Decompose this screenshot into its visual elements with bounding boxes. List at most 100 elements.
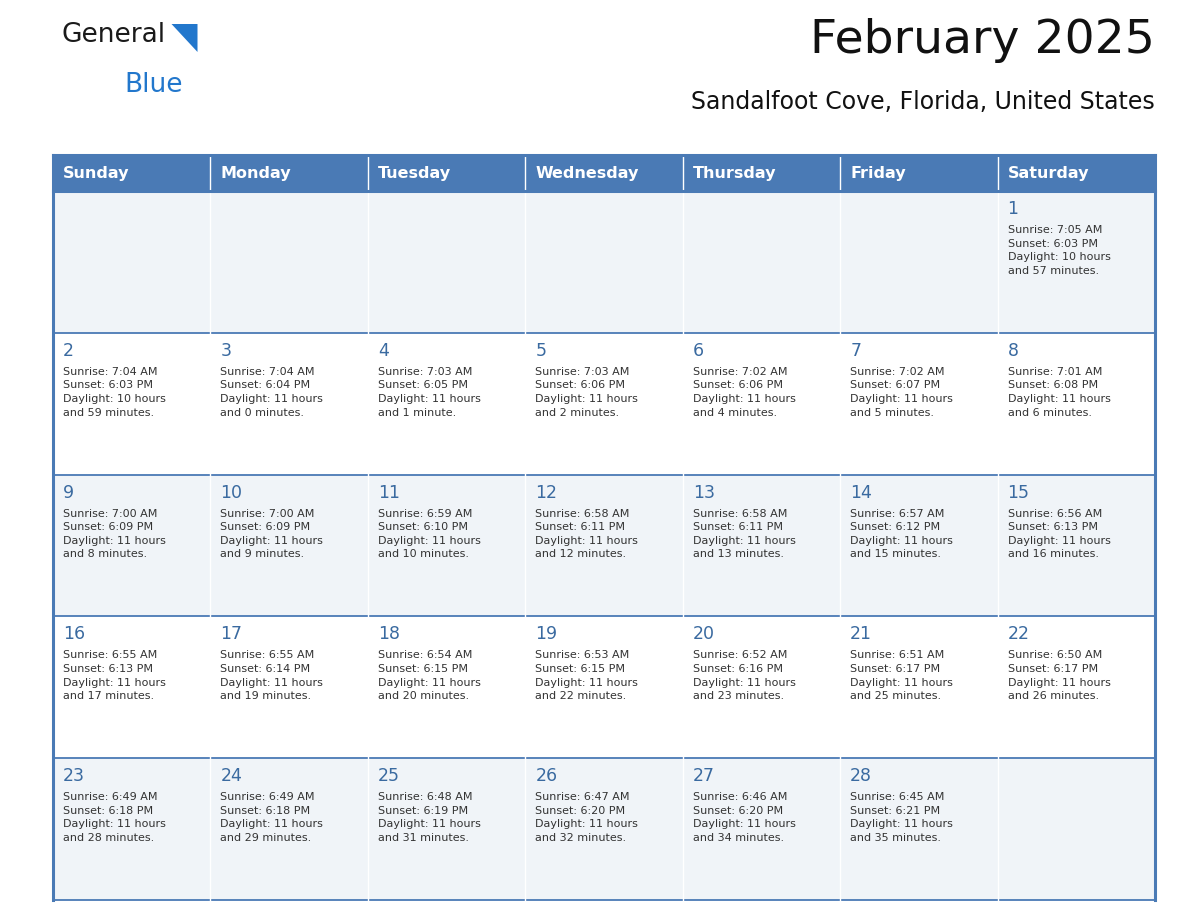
- FancyBboxPatch shape: [683, 475, 840, 616]
- Text: 7: 7: [851, 341, 861, 360]
- Text: Blue: Blue: [124, 72, 183, 98]
- FancyBboxPatch shape: [525, 191, 683, 333]
- FancyBboxPatch shape: [683, 191, 840, 333]
- Text: Sunrise: 6:58 AM
Sunset: 6:11 PM
Daylight: 11 hours
and 13 minutes.: Sunrise: 6:58 AM Sunset: 6:11 PM Dayligh…: [693, 509, 796, 559]
- Text: Sunrise: 6:47 AM
Sunset: 6:20 PM
Daylight: 11 hours
and 32 minutes.: Sunrise: 6:47 AM Sunset: 6:20 PM Dayligh…: [536, 792, 638, 843]
- Text: Saturday: Saturday: [1007, 165, 1089, 181]
- Text: Sunrise: 6:55 AM
Sunset: 6:14 PM
Daylight: 11 hours
and 19 minutes.: Sunrise: 6:55 AM Sunset: 6:14 PM Dayligh…: [221, 650, 323, 701]
- FancyBboxPatch shape: [525, 475, 683, 616]
- Text: Sunday: Sunday: [63, 165, 129, 181]
- FancyBboxPatch shape: [525, 616, 683, 758]
- Text: 6: 6: [693, 341, 703, 360]
- Text: Sunrise: 7:02 AM
Sunset: 6:06 PM
Daylight: 11 hours
and 4 minutes.: Sunrise: 7:02 AM Sunset: 6:06 PM Dayligh…: [693, 367, 796, 418]
- Text: Sunrise: 6:54 AM
Sunset: 6:15 PM
Daylight: 11 hours
and 20 minutes.: Sunrise: 6:54 AM Sunset: 6:15 PM Dayligh…: [378, 650, 481, 701]
- FancyBboxPatch shape: [210, 758, 368, 900]
- FancyBboxPatch shape: [998, 191, 1155, 333]
- Text: Sunrise: 7:04 AM
Sunset: 6:04 PM
Daylight: 11 hours
and 0 minutes.: Sunrise: 7:04 AM Sunset: 6:04 PM Dayligh…: [221, 367, 323, 418]
- Text: Sunrise: 7:04 AM
Sunset: 6:03 PM
Daylight: 10 hours
and 59 minutes.: Sunrise: 7:04 AM Sunset: 6:03 PM Dayligh…: [63, 367, 166, 418]
- Text: 9: 9: [63, 484, 74, 501]
- Text: Sunrise: 7:03 AM
Sunset: 6:05 PM
Daylight: 11 hours
and 1 minute.: Sunrise: 7:03 AM Sunset: 6:05 PM Dayligh…: [378, 367, 481, 418]
- FancyBboxPatch shape: [683, 616, 840, 758]
- Text: 11: 11: [378, 484, 400, 501]
- FancyBboxPatch shape: [525, 155, 683, 191]
- FancyBboxPatch shape: [53, 475, 210, 616]
- FancyBboxPatch shape: [998, 616, 1155, 758]
- Text: 20: 20: [693, 625, 715, 644]
- FancyBboxPatch shape: [840, 616, 998, 758]
- Text: Sunrise: 6:50 AM
Sunset: 6:17 PM
Daylight: 11 hours
and 26 minutes.: Sunrise: 6:50 AM Sunset: 6:17 PM Dayligh…: [1007, 650, 1111, 701]
- FancyBboxPatch shape: [998, 758, 1155, 900]
- FancyBboxPatch shape: [53, 616, 210, 758]
- FancyBboxPatch shape: [998, 333, 1155, 475]
- Text: Sunrise: 7:01 AM
Sunset: 6:08 PM
Daylight: 11 hours
and 6 minutes.: Sunrise: 7:01 AM Sunset: 6:08 PM Dayligh…: [1007, 367, 1111, 418]
- Text: 10: 10: [221, 484, 242, 501]
- Text: Sunrise: 6:58 AM
Sunset: 6:11 PM
Daylight: 11 hours
and 12 minutes.: Sunrise: 6:58 AM Sunset: 6:11 PM Dayligh…: [536, 509, 638, 559]
- Text: Sunrise: 6:55 AM
Sunset: 6:13 PM
Daylight: 11 hours
and 17 minutes.: Sunrise: 6:55 AM Sunset: 6:13 PM Dayligh…: [63, 650, 166, 701]
- FancyBboxPatch shape: [683, 758, 840, 900]
- Text: 4: 4: [378, 341, 388, 360]
- FancyBboxPatch shape: [368, 475, 525, 616]
- Text: Sunrise: 6:52 AM
Sunset: 6:16 PM
Daylight: 11 hours
and 23 minutes.: Sunrise: 6:52 AM Sunset: 6:16 PM Dayligh…: [693, 650, 796, 701]
- Text: 12: 12: [536, 484, 557, 501]
- Text: 23: 23: [63, 767, 86, 785]
- Text: 28: 28: [851, 767, 872, 785]
- FancyBboxPatch shape: [210, 191, 368, 333]
- Text: 14: 14: [851, 484, 872, 501]
- Text: Sunrise: 6:45 AM
Sunset: 6:21 PM
Daylight: 11 hours
and 35 minutes.: Sunrise: 6:45 AM Sunset: 6:21 PM Dayligh…: [851, 792, 953, 843]
- Text: Sunrise: 6:48 AM
Sunset: 6:19 PM
Daylight: 11 hours
and 31 minutes.: Sunrise: 6:48 AM Sunset: 6:19 PM Dayligh…: [378, 792, 481, 843]
- FancyBboxPatch shape: [368, 333, 525, 475]
- Text: 24: 24: [221, 767, 242, 785]
- FancyBboxPatch shape: [525, 333, 683, 475]
- Text: 21: 21: [851, 625, 872, 644]
- Text: Sunrise: 6:51 AM
Sunset: 6:17 PM
Daylight: 11 hours
and 25 minutes.: Sunrise: 6:51 AM Sunset: 6:17 PM Dayligh…: [851, 650, 953, 701]
- FancyBboxPatch shape: [840, 155, 998, 191]
- FancyBboxPatch shape: [683, 333, 840, 475]
- Text: 15: 15: [1007, 484, 1030, 501]
- Text: Sunrise: 7:00 AM
Sunset: 6:09 PM
Daylight: 11 hours
and 9 minutes.: Sunrise: 7:00 AM Sunset: 6:09 PM Dayligh…: [221, 509, 323, 559]
- Text: Sunrise: 6:53 AM
Sunset: 6:15 PM
Daylight: 11 hours
and 22 minutes.: Sunrise: 6:53 AM Sunset: 6:15 PM Dayligh…: [536, 650, 638, 701]
- FancyBboxPatch shape: [368, 191, 525, 333]
- Text: Sunrise: 7:02 AM
Sunset: 6:07 PM
Daylight: 11 hours
and 5 minutes.: Sunrise: 7:02 AM Sunset: 6:07 PM Dayligh…: [851, 367, 953, 418]
- FancyBboxPatch shape: [53, 191, 210, 333]
- FancyBboxPatch shape: [53, 333, 210, 475]
- Text: Wednesday: Wednesday: [536, 165, 639, 181]
- FancyBboxPatch shape: [998, 475, 1155, 616]
- Text: Sunrise: 6:59 AM
Sunset: 6:10 PM
Daylight: 11 hours
and 10 minutes.: Sunrise: 6:59 AM Sunset: 6:10 PM Dayligh…: [378, 509, 481, 559]
- Text: Sunrise: 7:03 AM
Sunset: 6:06 PM
Daylight: 11 hours
and 2 minutes.: Sunrise: 7:03 AM Sunset: 6:06 PM Dayligh…: [536, 367, 638, 418]
- FancyBboxPatch shape: [368, 616, 525, 758]
- FancyBboxPatch shape: [210, 475, 368, 616]
- FancyBboxPatch shape: [53, 155, 210, 191]
- FancyBboxPatch shape: [840, 475, 998, 616]
- Text: 8: 8: [1007, 341, 1018, 360]
- Text: 2: 2: [63, 341, 74, 360]
- Text: Sunrise: 6:57 AM
Sunset: 6:12 PM
Daylight: 11 hours
and 15 minutes.: Sunrise: 6:57 AM Sunset: 6:12 PM Dayligh…: [851, 509, 953, 559]
- FancyBboxPatch shape: [840, 191, 998, 333]
- FancyBboxPatch shape: [368, 758, 525, 900]
- Text: Sunrise: 6:46 AM
Sunset: 6:20 PM
Daylight: 11 hours
and 34 minutes.: Sunrise: 6:46 AM Sunset: 6:20 PM Dayligh…: [693, 792, 796, 843]
- Text: 17: 17: [221, 625, 242, 644]
- Text: Thursday: Thursday: [693, 165, 776, 181]
- FancyBboxPatch shape: [210, 616, 368, 758]
- Text: 26: 26: [536, 767, 557, 785]
- Text: Sunrise: 7:00 AM
Sunset: 6:09 PM
Daylight: 11 hours
and 8 minutes.: Sunrise: 7:00 AM Sunset: 6:09 PM Dayligh…: [63, 509, 166, 559]
- Text: 13: 13: [693, 484, 715, 501]
- FancyBboxPatch shape: [53, 758, 210, 900]
- Text: 22: 22: [1007, 625, 1030, 644]
- FancyBboxPatch shape: [840, 758, 998, 900]
- Text: 1: 1: [1007, 200, 1018, 218]
- Text: 18: 18: [378, 625, 400, 644]
- Text: 27: 27: [693, 767, 715, 785]
- Text: 16: 16: [63, 625, 86, 644]
- Text: General: General: [62, 22, 166, 48]
- Text: Tuesday: Tuesday: [378, 165, 451, 181]
- Text: February 2025: February 2025: [810, 18, 1155, 63]
- FancyBboxPatch shape: [210, 155, 368, 191]
- FancyBboxPatch shape: [525, 758, 683, 900]
- Text: 3: 3: [221, 341, 232, 360]
- Text: Sunrise: 7:05 AM
Sunset: 6:03 PM
Daylight: 10 hours
and 57 minutes.: Sunrise: 7:05 AM Sunset: 6:03 PM Dayligh…: [1007, 225, 1111, 275]
- FancyBboxPatch shape: [998, 155, 1155, 191]
- FancyBboxPatch shape: [840, 333, 998, 475]
- Text: Sunrise: 6:49 AM
Sunset: 6:18 PM
Daylight: 11 hours
and 28 minutes.: Sunrise: 6:49 AM Sunset: 6:18 PM Dayligh…: [63, 792, 166, 843]
- Text: Friday: Friday: [851, 165, 905, 181]
- FancyBboxPatch shape: [210, 333, 368, 475]
